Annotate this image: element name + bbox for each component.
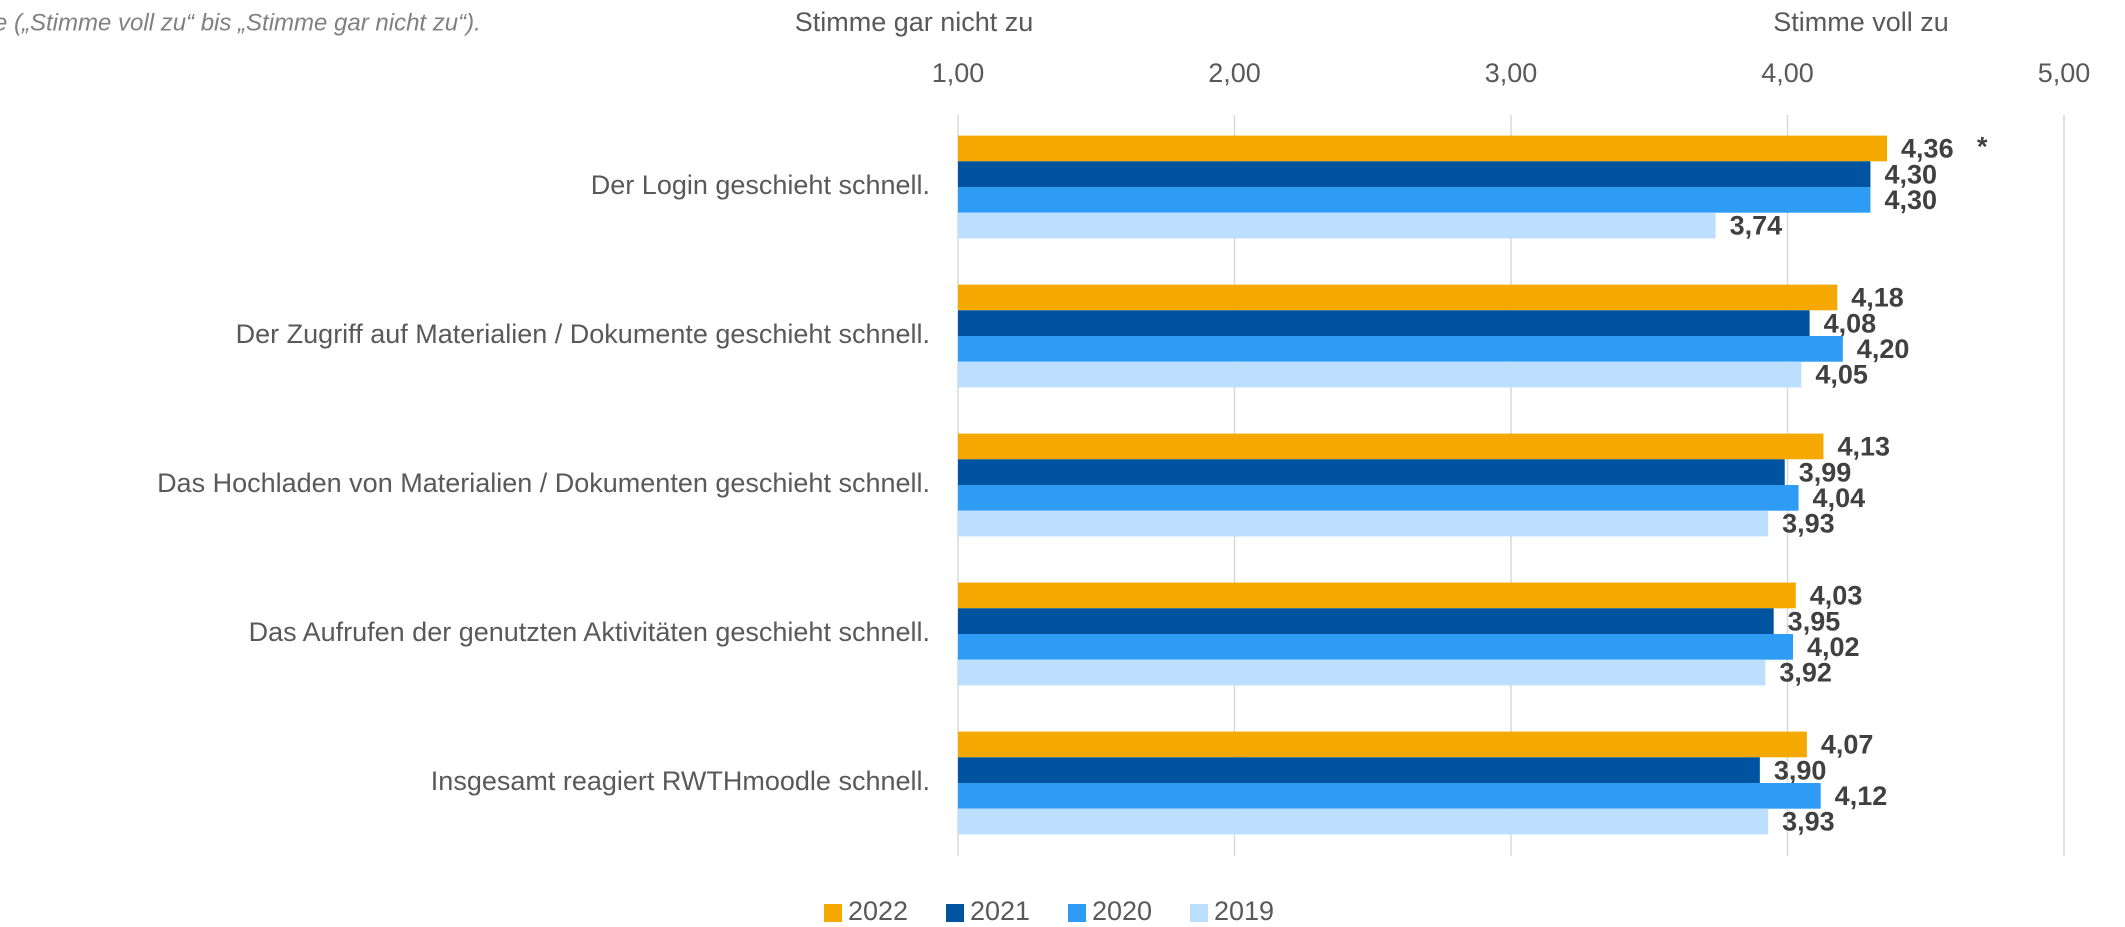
value-label: 4,02 (1807, 632, 1860, 662)
x-tick-label: 4,00 (1761, 58, 1814, 88)
bar (958, 212, 1716, 239)
value-label: 4,07 (1821, 730, 1874, 760)
bar (958, 783, 1821, 809)
bar (958, 582, 1796, 609)
bar (958, 459, 1785, 485)
value-label: 4,20 (1857, 334, 1910, 364)
value-label: 3,74 (1730, 211, 1783, 241)
annotation: * (1977, 132, 1988, 162)
value-label: 3,93 (1782, 509, 1835, 539)
bar (958, 731, 1807, 758)
value-label: 4,30 (1884, 185, 1937, 215)
subtitle: e („Stimme voll zu“ bis „Stimme gar nich… (0, 9, 481, 36)
value-label: 4,04 (1813, 483, 1866, 513)
x-tick-label: 5,00 (2038, 58, 2091, 88)
value-label: 3,95 (1788, 606, 1841, 636)
bar (958, 284, 1838, 311)
value-label: 4,08 (1824, 308, 1877, 338)
value-label: 4,13 (1837, 432, 1890, 462)
y-tick-label: Insgesamt reagiert RWTHmoodle schnell. (431, 766, 930, 796)
bar (958, 336, 1843, 362)
value-label: 4,05 (1815, 360, 1868, 390)
value-label: 3,93 (1782, 807, 1835, 837)
x-tick-label: 2,00 (1208, 58, 1261, 88)
bar (958, 135, 1888, 162)
bar (958, 433, 1824, 460)
x-tick-label: 3,00 (1485, 58, 1538, 88)
bar (958, 361, 1802, 388)
legend-swatch (1190, 904, 1208, 922)
legend-swatch (946, 904, 964, 922)
bar (958, 808, 1769, 835)
y-tick-label: Das Aufrufen der genutzten Aktivitäten g… (249, 617, 930, 647)
bar (958, 634, 1794, 660)
bar (958, 757, 1760, 783)
value-label: 3,90 (1774, 755, 1827, 785)
value-label: 4,36 (1901, 134, 1954, 164)
value-label: 4,18 (1851, 283, 1904, 313)
y-tick-label: Der Login geschieht schnell. (591, 170, 930, 200)
bar (958, 485, 1799, 511)
legend-swatch (824, 904, 842, 922)
y-tick-label: Der Zugriff auf Materialien / Dokumente … (236, 319, 930, 349)
bar (958, 608, 1774, 634)
legend-label: 2019 (1214, 896, 1274, 926)
x-tick-label: 1,00 (932, 58, 985, 88)
value-label: 4,30 (1884, 159, 1937, 189)
bar (958, 161, 1871, 187)
value-label: 4,03 (1810, 581, 1863, 611)
bar (958, 659, 1766, 686)
value-label: 4,12 (1835, 781, 1888, 811)
legend-label: 2020 (1092, 896, 1152, 926)
bar (958, 187, 1871, 213)
legend-label: 2021 (970, 896, 1030, 926)
legend-swatch (1068, 904, 1086, 922)
axis-left-label: Stimme gar nicht zu (795, 7, 1034, 37)
axis-right-label: Stimme voll zu (1773, 7, 1949, 37)
y-tick-label: Das Hochladen von Materialien / Dokument… (157, 468, 930, 498)
value-label: 3,99 (1799, 457, 1852, 487)
legend-label: 2022 (848, 896, 908, 926)
bar (958, 310, 1810, 336)
value-label: 3,92 (1779, 658, 1832, 688)
bar (958, 510, 1769, 537)
